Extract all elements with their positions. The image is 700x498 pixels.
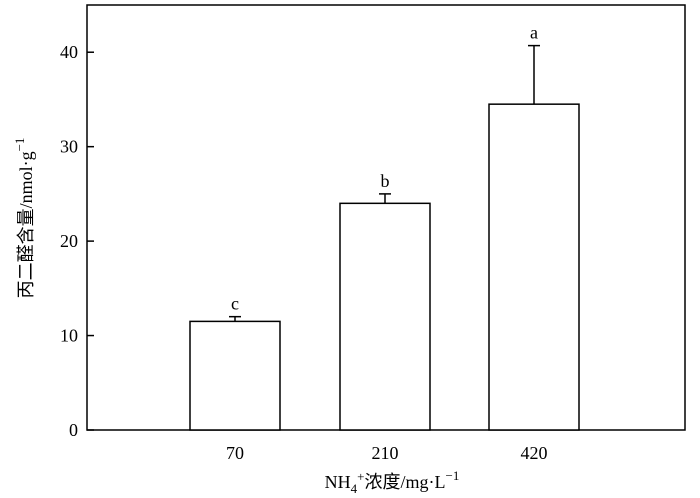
- bar: [189, 320, 281, 431]
- bars-group: c b a: [189, 23, 580, 431]
- y-tick-label: 30: [60, 137, 78, 157]
- y-axis-title: 丙二醛含量/nmol·g−1: [12, 138, 36, 299]
- bar: [488, 103, 580, 431]
- y-tick-label: 20: [60, 231, 78, 251]
- y-tick-label: 40: [60, 42, 78, 62]
- y-axis: 0 10 20 30 40: [60, 42, 94, 440]
- y-tick-label: 0: [69, 420, 78, 440]
- bar: [339, 202, 431, 431]
- x-axis-title: NH4+浓度/mg·L−1: [325, 468, 460, 496]
- x-tick-label: 420: [521, 443, 548, 463]
- y-tick-label: 10: [60, 326, 78, 346]
- significance-label: a: [530, 23, 538, 43]
- significance-label: b: [381, 171, 390, 191]
- x-tick-label: 70: [226, 443, 244, 463]
- significance-label: c: [231, 294, 239, 314]
- x-tick-label: 210: [372, 443, 399, 463]
